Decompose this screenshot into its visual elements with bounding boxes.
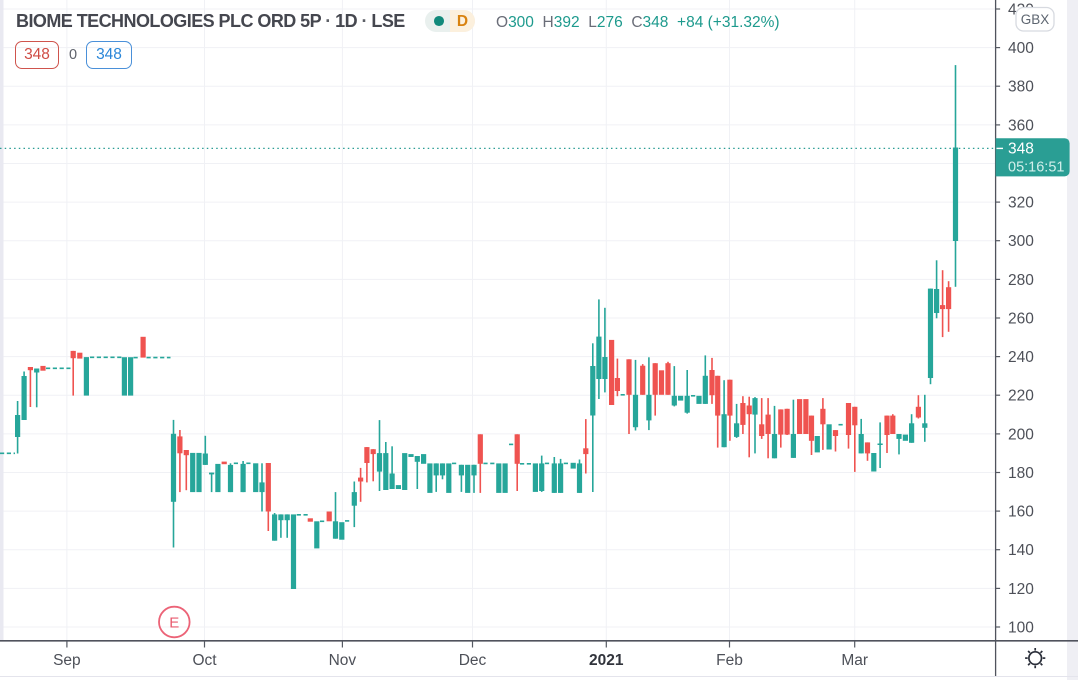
- svg-text:Nov: Nov: [329, 652, 357, 669]
- svg-text:380: 380: [1008, 79, 1034, 96]
- svg-text:GBX: GBX: [1021, 12, 1050, 27]
- svg-text:180: 180: [1008, 465, 1034, 482]
- svg-text:160: 160: [1008, 504, 1034, 521]
- svg-text:E: E: [169, 614, 179, 631]
- svg-text:Feb: Feb: [716, 652, 743, 669]
- svg-text:320: 320: [1008, 195, 1034, 212]
- svg-text:360: 360: [1008, 117, 1034, 134]
- svg-text:Mar: Mar: [841, 652, 868, 669]
- svg-text:300: 300: [1008, 233, 1034, 250]
- svg-text:200: 200: [1008, 426, 1034, 443]
- svg-text:400: 400: [1008, 40, 1034, 57]
- svg-text:100: 100: [1008, 620, 1034, 637]
- svg-text:Dec: Dec: [459, 652, 487, 669]
- svg-text:260: 260: [1008, 311, 1034, 328]
- svg-text:120: 120: [1008, 581, 1034, 598]
- svg-text:240: 240: [1008, 349, 1034, 366]
- svg-text:280: 280: [1008, 272, 1034, 289]
- svg-text:Sep: Sep: [53, 652, 81, 669]
- svg-text:140: 140: [1008, 542, 1034, 559]
- svg-text:2021: 2021: [589, 652, 624, 669]
- svg-text:05:16:51: 05:16:51: [1008, 160, 1064, 176]
- svg-text:348: 348: [1008, 141, 1034, 158]
- svg-text:220: 220: [1008, 388, 1034, 405]
- svg-text:Oct: Oct: [192, 652, 217, 669]
